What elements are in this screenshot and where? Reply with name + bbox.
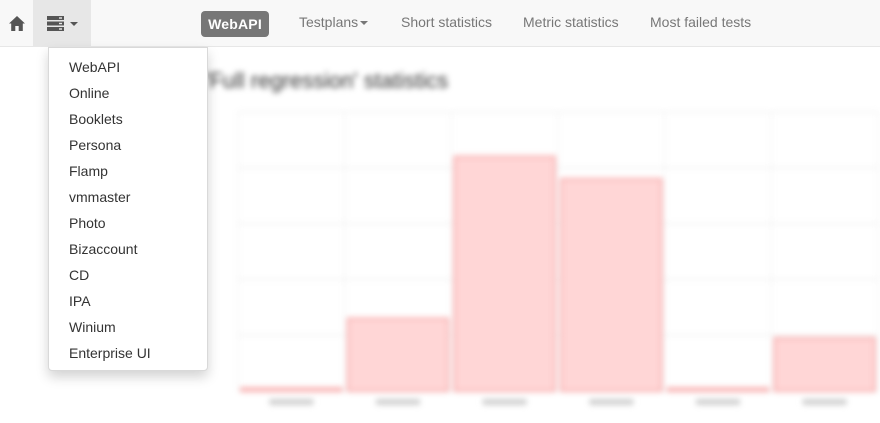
nav-testplans[interactable]: Testplans <box>299 0 369 47</box>
project-menu-button[interactable] <box>33 0 91 47</box>
nav-metric-statistics[interactable]: Metric statistics <box>523 14 619 30</box>
brand-badge[interactable]: WebAPI <box>201 11 269 37</box>
x-tick-label <box>482 399 527 405</box>
server-list-icon <box>46 16 64 31</box>
dropdown-item-flamp[interactable]: Flamp <box>69 163 108 179</box>
x-tick-label <box>376 399 420 405</box>
chart-bar <box>453 155 556 392</box>
dropdown-item-enterprise-ui[interactable]: Enterprise UI <box>69 345 151 361</box>
chevron-down-icon <box>69 21 78 26</box>
chart-bar <box>346 317 450 392</box>
dropdown-item-bizaccount[interactable]: Bizaccount <box>69 241 138 257</box>
chart-bar <box>240 387 343 392</box>
x-tick-label <box>696 399 740 405</box>
statistics-chart <box>237 111 879 405</box>
navbar: WebAPI Testplans Short statistics Metric… <box>0 0 880 47</box>
page-backdrop: 'Full regression' statistics <box>0 48 880 423</box>
home-icon <box>8 16 25 31</box>
dropdown-item-winium[interactable]: Winium <box>69 319 116 335</box>
x-tick-label <box>802 399 847 405</box>
page-title: 'Full regression' statistics <box>205 68 449 93</box>
nav-testplans-label: Testplans <box>299 14 359 30</box>
dropdown-item-persona[interactable]: Persona <box>69 137 122 153</box>
x-tick-label <box>269 399 314 405</box>
chart-bar <box>773 336 876 392</box>
dropdown-item-online[interactable]: Online <box>69 85 110 101</box>
dropdown-item-cd[interactable]: CD <box>69 267 90 283</box>
dropdown-item-webapi[interactable]: WebAPI <box>69 59 121 75</box>
dropdown-item-photo[interactable]: Photo <box>69 215 106 231</box>
dropdown-item-booklets[interactable]: Booklets <box>69 111 123 127</box>
home-button[interactable] <box>0 0 33 47</box>
x-tick-label <box>589 399 634 405</box>
project-dropdown-menu: WebAPI Online Booklets Persona Flamp vmmaster… <box>48 47 208 371</box>
dropdown-item-ipa[interactable]: IPA <box>69 293 91 309</box>
nav-short-statistics[interactable]: Short statistics <box>401 14 493 30</box>
chevron-down-icon <box>360 21 369 26</box>
dropdown-item-vmmaster[interactable]: vmmaster <box>69 189 131 205</box>
chart-bar <box>666 387 770 392</box>
nav-most-failed-tests[interactable]: Most failed tests <box>650 14 752 30</box>
chart-bar <box>560 177 663 392</box>
